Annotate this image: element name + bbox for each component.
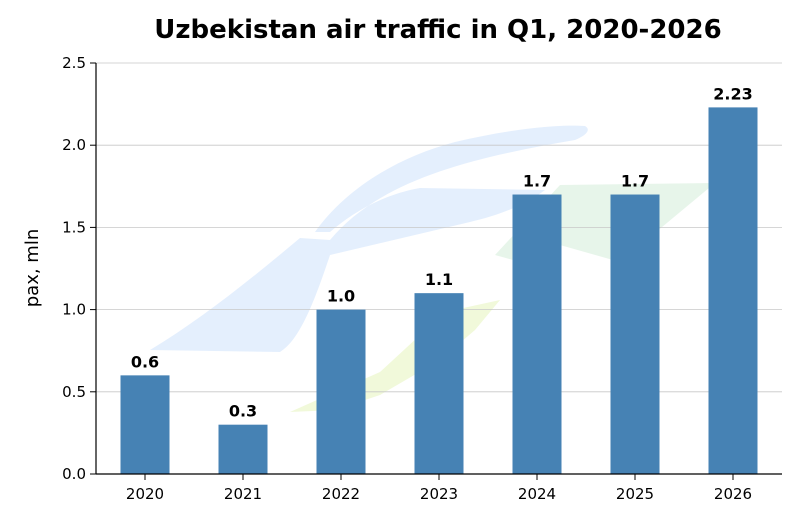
data-label-2023: 1.1 (425, 270, 453, 289)
x-tick-label-2020: 2020 (126, 485, 164, 503)
data-label-2024: 1.7 (523, 172, 551, 191)
x-tick-label-2024: 2024 (518, 485, 556, 503)
data-labels: 0.6 0.3 1.0 1.1 1.7 1.7 2.23 (131, 84, 753, 420)
bar-2021 (218, 424, 268, 474)
data-label-2020: 0.6 (131, 352, 159, 371)
bar-2020 (120, 375, 170, 474)
x-axis-ticks: 2020 2021 2022 2023 2024 2025 2026 (126, 474, 752, 503)
y-tick-label: 2.5 (62, 54, 86, 72)
bar-series (120, 107, 758, 474)
data-label-2021: 0.3 (229, 402, 257, 421)
y-axis-label: pax, mln (22, 229, 43, 308)
x-tick-label-2026: 2026 (714, 485, 752, 503)
x-tick-label-2022: 2022 (322, 485, 360, 503)
y-tick-label: 0.0 (62, 465, 86, 483)
y-tick-label: 1.5 (62, 218, 86, 236)
watermark-blue-stroke (150, 125, 588, 352)
bar-2024 (512, 194, 562, 474)
bar-2025 (610, 194, 660, 474)
bar-2023 (414, 293, 464, 474)
x-tick-label-2023: 2023 (420, 485, 458, 503)
bar-2022 (316, 309, 366, 474)
y-tick-label: 2.0 (62, 136, 86, 154)
data-label-2025: 1.7 (621, 172, 649, 191)
data-label-2026: 2.23 (713, 84, 752, 103)
y-tick-label: 1.0 (62, 301, 86, 319)
data-label-2022: 1.0 (327, 287, 355, 306)
bar-2026 (708, 107, 758, 474)
y-axis-ticks: 0.0 0.5 1.0 1.5 2.0 2.5 (62, 54, 96, 483)
x-tick-label-2021: 2021 (224, 485, 262, 503)
x-tick-label-2025: 2025 (616, 485, 654, 503)
y-tick-label: 0.5 (62, 383, 86, 401)
chart-title: Uzbekistan air traffic in Q1, 2020-2026 (154, 15, 721, 45)
